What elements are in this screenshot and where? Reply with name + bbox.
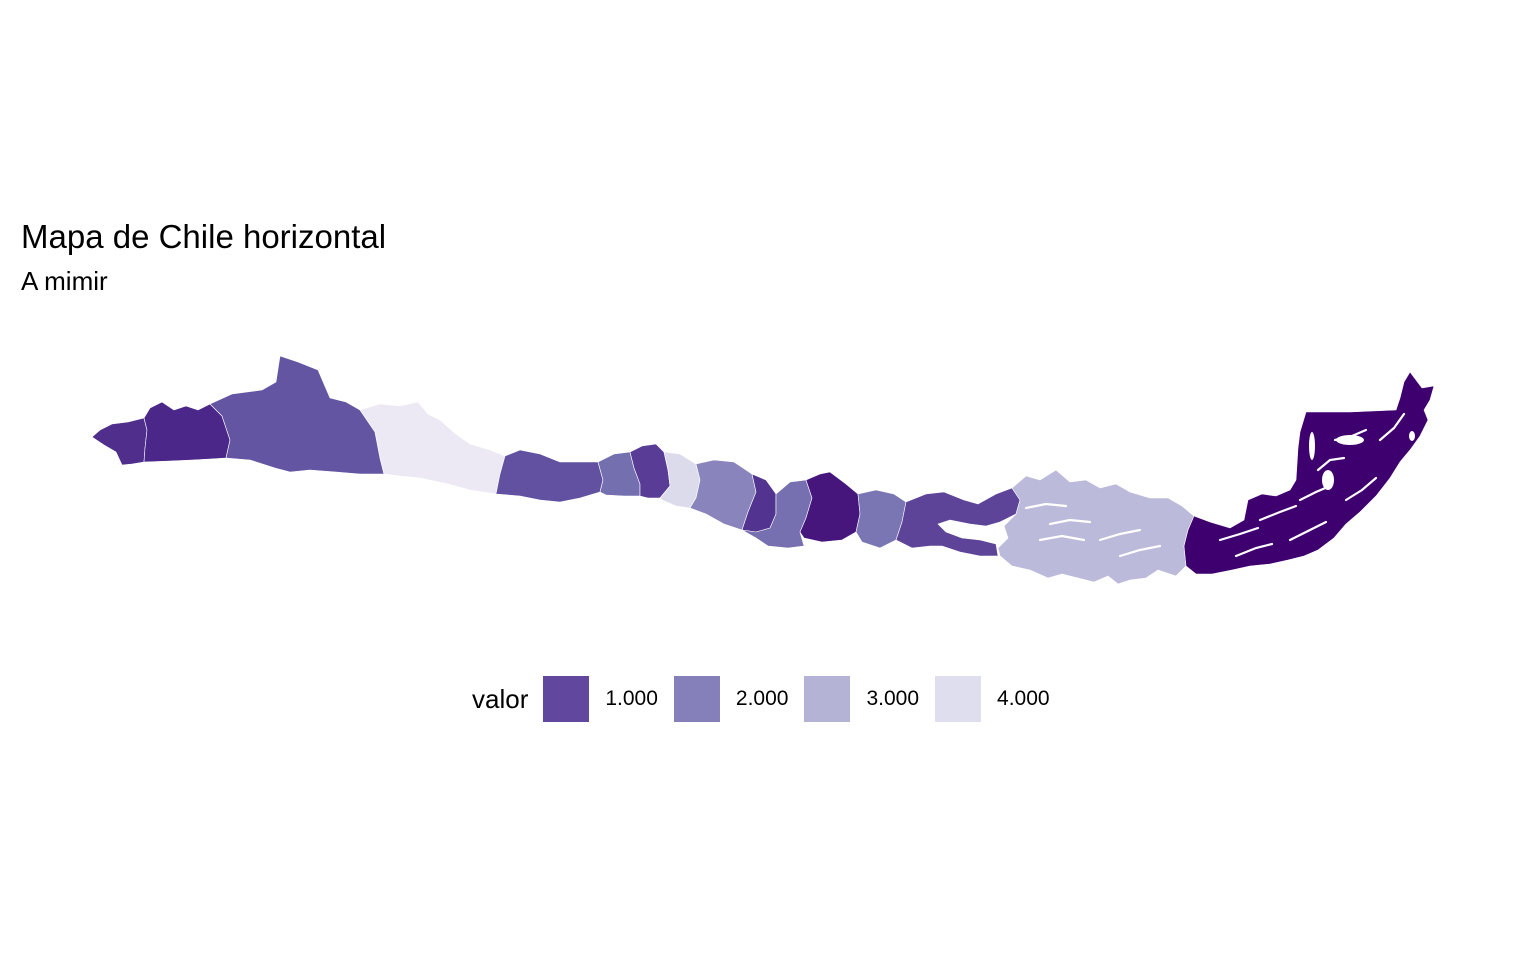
legend-item: 4.000 [935, 676, 1050, 722]
region-atacama [359, 401, 506, 495]
legend-label: 3.000 [866, 687, 920, 710]
legend-swatch [804, 676, 851, 722]
map-title: Mapa de Chile horizontal [21, 218, 387, 255]
legend-swatch [543, 676, 590, 722]
legend-item: 2.000 [673, 676, 789, 722]
legend-label: 1.000 [605, 687, 658, 710]
region-aysen [997, 469, 1195, 585]
legend: valor 1.000 2.000 3.000 4.000 [472, 676, 1066, 722]
region-antofagasta [209, 355, 385, 475]
legend-item: 1.000 [543, 676, 658, 722]
region-magallanes [1183, 371, 1435, 575]
legend-swatch [935, 676, 982, 722]
region-los-lagos [895, 487, 1021, 557]
region-coquimbo [495, 449, 604, 503]
legend-swatch [673, 676, 720, 722]
region-la-araucania [799, 471, 861, 543]
map-subtitle: A mimir [21, 266, 108, 296]
legend-item: 3.000 [804, 676, 919, 722]
legend-title: valor [472, 684, 529, 714]
legend-label: 2.000 [735, 687, 789, 710]
lake-details [1309, 408, 1443, 490]
legend-label: 4.000 [997, 687, 1050, 710]
region-arica-y-parinacota [91, 417, 148, 466]
region-ohiggins [659, 451, 701, 509]
